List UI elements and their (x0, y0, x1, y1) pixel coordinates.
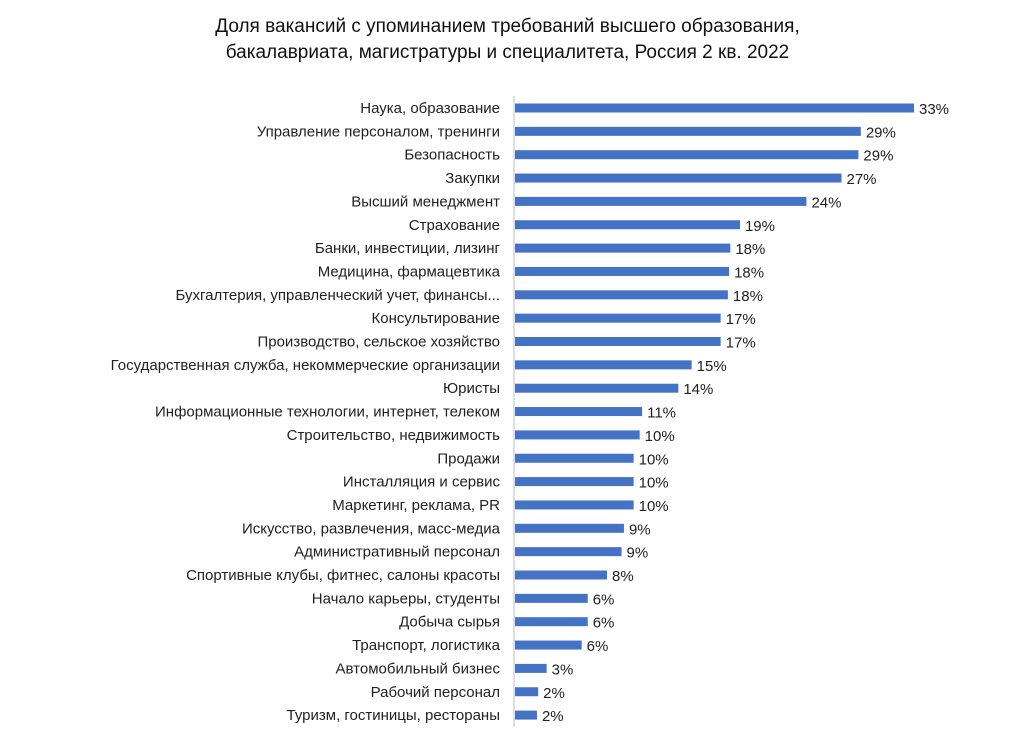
bar (515, 266, 730, 276)
category-label: Строительство, недвижимость (287, 427, 501, 444)
category-label: Банки, инвестиции, лизинг (315, 240, 501, 257)
category-label: Закупки (445, 170, 500, 187)
bar (515, 196, 807, 206)
bar (515, 477, 634, 487)
data-label: 24% (811, 194, 841, 211)
category-label: Маркетинг, реклама, PR (332, 497, 500, 514)
chart-title-line-2: бакалавриата, магистратуры и специалитет… (225, 42, 790, 63)
data-label: 2% (543, 685, 565, 702)
bar (515, 383, 679, 393)
bar (515, 103, 914, 113)
category-label: Высший менеджмент (351, 193, 500, 210)
bar (515, 617, 588, 627)
bar (515, 570, 608, 580)
data-label: 33% (919, 101, 949, 118)
category-label: Административный персонал (294, 544, 500, 561)
bar (515, 687, 539, 697)
bar (515, 547, 622, 557)
category-label: Спортивные клубы, фитнес, салоны красоты (186, 567, 500, 584)
bar (515, 640, 582, 650)
category-label: Бухгалтерия, управленческий учет, финанс… (175, 287, 500, 304)
category-label: Информационные технологии, интернет, тел… (155, 404, 500, 421)
bar (515, 360, 692, 370)
bar (515, 313, 721, 323)
bar (515, 407, 643, 417)
bar (515, 500, 634, 510)
data-label: 14% (683, 381, 713, 398)
data-label: 9% (629, 521, 651, 538)
data-label: 27% (846, 171, 876, 188)
category-label: Консультирование (371, 310, 500, 327)
data-label: 18% (735, 241, 765, 258)
data-label: 17% (726, 311, 756, 328)
bar (515, 453, 634, 463)
bar (515, 710, 537, 720)
bar (515, 243, 731, 253)
category-label: Транспорт, логистика (352, 637, 501, 654)
data-label: 15% (697, 358, 727, 375)
category-label: Автомобильный бизнес (336, 660, 501, 677)
category-label: Начало карьеры, студенты (312, 590, 500, 607)
bar (515, 523, 624, 533)
category-label: Страхование (409, 217, 500, 234)
data-label: 9% (627, 545, 649, 562)
category-label: Добыча сырья (399, 614, 500, 631)
data-label: 10% (639, 498, 669, 515)
category-label: Наука, образование (360, 100, 500, 117)
bar (515, 663, 547, 673)
data-label: 18% (733, 288, 763, 305)
bar (515, 430, 640, 440)
category-label: Искусство, развлечения, масс-медиа (242, 520, 501, 537)
category-label: Инсталляция и сервис (343, 474, 501, 491)
category-label: Управление персоналом, тренинги (257, 123, 500, 140)
data-label: 8% (612, 568, 634, 585)
data-label: 19% (745, 218, 775, 235)
chart-title: Доля вакансий с упоминанием требований в… (0, 14, 1015, 66)
data-label: 6% (593, 591, 615, 608)
category-label: Государственная служба, некоммерческие о… (111, 357, 500, 374)
data-label: 6% (593, 615, 615, 632)
category-label: Юристы (443, 380, 500, 397)
data-label: 3% (552, 661, 574, 678)
data-label: 10% (645, 428, 675, 445)
data-label: 11% (647, 405, 676, 422)
category-label: Безопасность (404, 147, 500, 164)
bar (515, 150, 859, 160)
bar (515, 593, 588, 603)
bar (515, 173, 842, 183)
data-label: 29% (866, 124, 896, 141)
category-label: Рабочий персонал (371, 684, 500, 701)
bar (515, 220, 740, 230)
data-label: 18% (734, 264, 764, 281)
category-label: Продажи (437, 450, 500, 467)
data-label: 17% (726, 335, 756, 352)
category-label: Производство, сельское хозяйство (257, 334, 500, 351)
chart-title-line-1: Доля вакансий с упоминанием требований в… (215, 16, 800, 37)
category-label: Медицина, фармацевтика (318, 263, 501, 280)
data-label: 10% (639, 475, 669, 492)
bar (515, 290, 728, 300)
bar (515, 126, 861, 136)
bar (515, 337, 721, 346)
data-label: 29% (863, 148, 893, 165)
category-label: Туризм, гостиницы, рестораны (287, 707, 500, 724)
data-label: 2% (542, 708, 564, 725)
data-label: 6% (587, 638, 609, 655)
data-label: 10% (639, 451, 669, 468)
